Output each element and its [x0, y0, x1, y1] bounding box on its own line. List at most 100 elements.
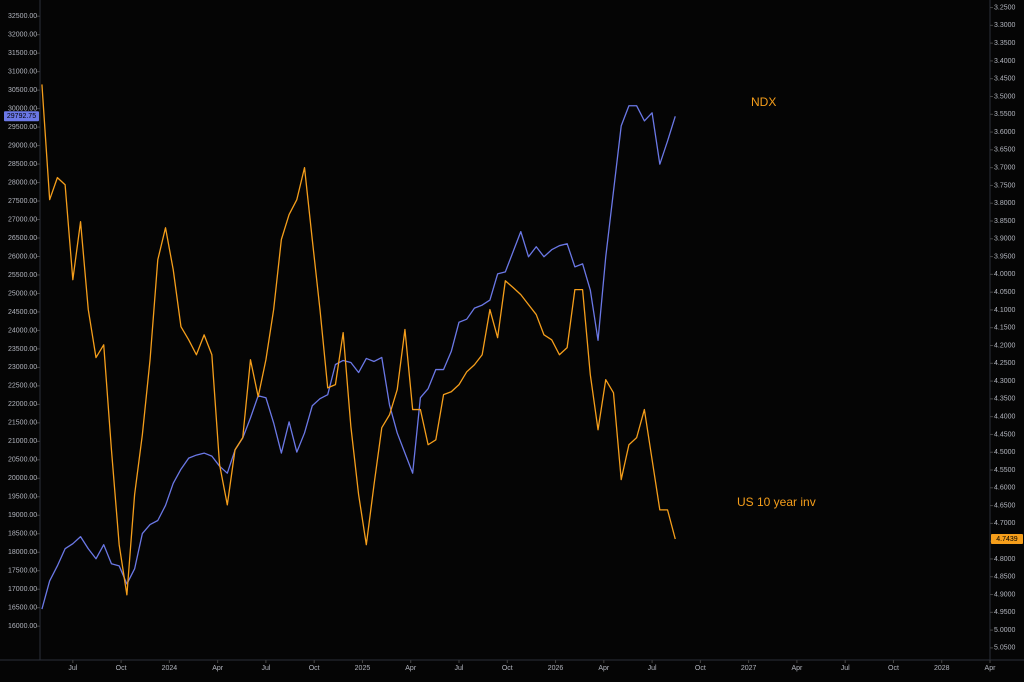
y-tick-label: 23000.00	[8, 364, 37, 371]
x-tick-label: Jul	[455, 665, 464, 672]
y-tick-label: 29500.00	[8, 124, 37, 131]
y-tick-label: 28000.00	[8, 179, 37, 186]
series-annotation: NDX	[751, 95, 776, 109]
y-tick-label: 26500.00	[8, 235, 37, 242]
y2-tick-label: 4.3000	[994, 378, 1016, 385]
y-tick-label: 22000.00	[8, 401, 37, 408]
y2-tick-label: 4.6000	[994, 485, 1016, 492]
y-tick-label: 24500.00	[8, 309, 37, 316]
x-tick-label: Oct	[309, 665, 320, 672]
y-tick-label: 19000.00	[8, 512, 37, 519]
y2-tick-label: 4.4500	[994, 431, 1016, 438]
y-tick-label: 20000.00	[8, 475, 37, 482]
y-tick-label: 19500.00	[8, 494, 37, 501]
x-tick-label: 2027	[741, 665, 757, 672]
x-tick-label: 2026	[548, 665, 564, 672]
y-tick-label: 22500.00	[8, 383, 37, 390]
series-annotation: US 10 year inv	[737, 495, 816, 509]
x-tick-label: Oct	[502, 665, 513, 672]
y2-tick-label: 4.2000	[994, 342, 1016, 349]
y-tick-label: 32000.00	[8, 32, 37, 39]
y-tick-label: 20500.00	[8, 457, 37, 464]
y2-tick-label: 3.3000	[994, 22, 1016, 29]
x-tick-label: Jul	[841, 665, 850, 672]
y2-tick-label: 4.9500	[994, 609, 1016, 616]
x-tick-label: Apr	[598, 665, 610, 672]
y2-tick-label: 3.9500	[994, 253, 1016, 260]
y-tick-label: 21000.00	[8, 438, 37, 445]
x-tick-label: 2024	[162, 665, 178, 672]
x-tick-label: 2028	[934, 665, 950, 672]
last-price-box	[4, 111, 39, 122]
x-tick-label: Apr	[985, 665, 997, 672]
series-line	[41, 105, 676, 610]
y2-tick-label: 5.0500	[994, 645, 1016, 652]
y-tick-label: 17000.00	[8, 586, 37, 593]
y2-tick-label: 4.4000	[994, 413, 1016, 420]
y2-tick-label: 3.3500	[994, 40, 1016, 47]
y-tick-label: 27000.00	[8, 216, 37, 223]
last-price-box	[991, 533, 1023, 544]
y2-tick-label: 4.5000	[994, 449, 1016, 456]
y-tick-label: 23500.00	[8, 346, 37, 353]
y2-tick-label: 4.1500	[994, 325, 1016, 332]
y-tick-label: 21500.00	[8, 420, 37, 427]
y2-tick-label: 3.5000	[994, 93, 1016, 100]
y-tick-label: 31000.00	[8, 68, 37, 75]
last-price-label: 29792.75	[7, 113, 36, 120]
y2-tick-label: 4.8000	[994, 556, 1016, 563]
x-tick-label: Oct	[695, 665, 706, 672]
y2-tick-label: 4.0000	[994, 271, 1016, 278]
y-tick-label: 30500.00	[8, 87, 37, 94]
y2-tick-label: 4.3500	[994, 396, 1016, 403]
y2-tick-label: 4.5500	[994, 467, 1016, 474]
y-tick-label: 30000.00	[8, 105, 37, 112]
y2-tick-label: 4.1000	[994, 307, 1016, 314]
x-tick-label: Oct	[116, 665, 127, 672]
y-tick-label: 29000.00	[8, 142, 37, 149]
y-tick-label: 25500.00	[8, 272, 37, 279]
y2-tick-label: 3.5500	[994, 111, 1016, 118]
y-tick-label: 28500.00	[8, 161, 37, 168]
x-tick-label: Oct	[888, 665, 899, 672]
y2-tick-label: 3.4000	[994, 58, 1016, 65]
x-tick-label: Apr	[212, 665, 224, 672]
x-tick-label: Jul	[648, 665, 657, 672]
y2-tick-label: 3.7000	[994, 164, 1016, 171]
y2-tick-label: 3.9000	[994, 236, 1016, 243]
y2-tick-label: 4.9000	[994, 591, 1016, 598]
y2-tick-label: 3.6500	[994, 147, 1016, 154]
y2-tick-label: 4.8500	[994, 574, 1016, 581]
x-tick-label: Jul	[68, 665, 77, 672]
y2-tick-label: 4.0500	[994, 289, 1016, 296]
y2-tick-label: 3.2500	[994, 4, 1016, 11]
y2-tick-label: 3.4500	[994, 76, 1016, 83]
x-tick-label: Apr	[791, 665, 803, 672]
y-tick-label: 24000.00	[8, 327, 37, 334]
y2-tick-label: 3.6000	[994, 129, 1016, 136]
y-tick-label: 18000.00	[8, 549, 37, 556]
y2-tick-label: 5.0000	[994, 627, 1016, 634]
x-tick-label: Jul	[261, 665, 270, 672]
y2-tick-label: 4.6500	[994, 502, 1016, 509]
y-tick-label: 25000.00	[8, 290, 37, 297]
y2-tick-label: 4.2500	[994, 360, 1016, 367]
y2-tick-label: 3.7500	[994, 182, 1016, 189]
y-tick-label: 31500.00	[8, 50, 37, 57]
y2-tick-label: 3.8500	[994, 218, 1016, 225]
last-price-label: 4.7439	[996, 536, 1018, 543]
series-line	[41, 84, 676, 596]
y-tick-label: 16500.00	[8, 605, 37, 612]
y-tick-label: 26000.00	[8, 253, 37, 260]
x-tick-label: 2025	[355, 665, 371, 672]
y2-tick-label: 4.7000	[994, 520, 1016, 527]
x-tick-label: Apr	[405, 665, 417, 672]
y-tick-label: 17500.00	[8, 568, 37, 575]
y-tick-label: 27500.00	[8, 198, 37, 205]
y2-tick-label: 3.8000	[994, 200, 1016, 207]
y-tick-label: 16000.00	[8, 623, 37, 630]
y-tick-label: 18500.00	[8, 531, 37, 538]
